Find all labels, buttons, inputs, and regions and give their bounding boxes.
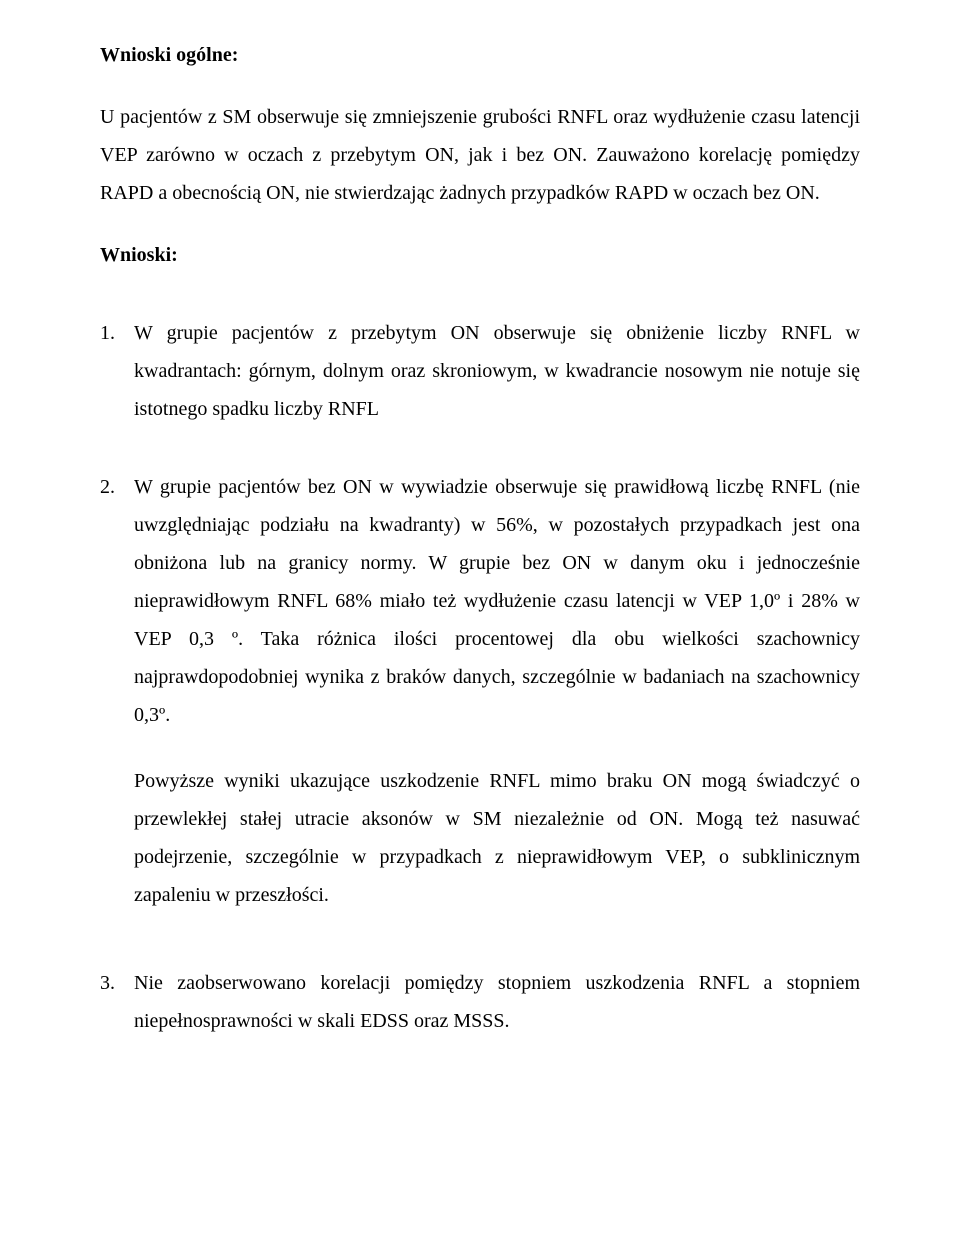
list-text: W grupie pacjentów z przebytym ON obserw… xyxy=(134,314,860,428)
ordered-list: 1. W grupie pacjentów z przebytym ON obs… xyxy=(100,314,860,1040)
heading-wnioski-ogolne: Wnioski ogólne: xyxy=(100,36,860,74)
document-page: Wnioski ogólne: U pacjentów z SM obserwu… xyxy=(0,0,960,1246)
list-number: 3. xyxy=(100,964,134,1040)
list-text: Nie zaobserwowano korelacji pomiędzy sto… xyxy=(134,964,860,1040)
list-number: 1. xyxy=(100,314,134,428)
heading-wnioski: Wnioski: xyxy=(100,236,860,274)
intro-paragraph: U pacjentów z SM obserwuje się zmniejsze… xyxy=(100,98,860,212)
list-text-sub: Powyższe wyniki ukazujące uszkodzenie RN… xyxy=(134,762,860,914)
list-number: 2. xyxy=(100,468,134,914)
list-item-2: 2. W grupie pacjentów bez ON w wywiadzie… xyxy=(100,468,860,914)
list-item-1: 1. W grupie pacjentów z przebytym ON obs… xyxy=(100,314,860,428)
list-item-3: 3. Nie zaobserwowano korelacji pomiędzy … xyxy=(100,964,860,1040)
list-text-main: W grupie pacjentów bez ON w wywiadzie ob… xyxy=(134,476,860,726)
list-text: W grupie pacjentów bez ON w wywiadzie ob… xyxy=(134,468,860,914)
